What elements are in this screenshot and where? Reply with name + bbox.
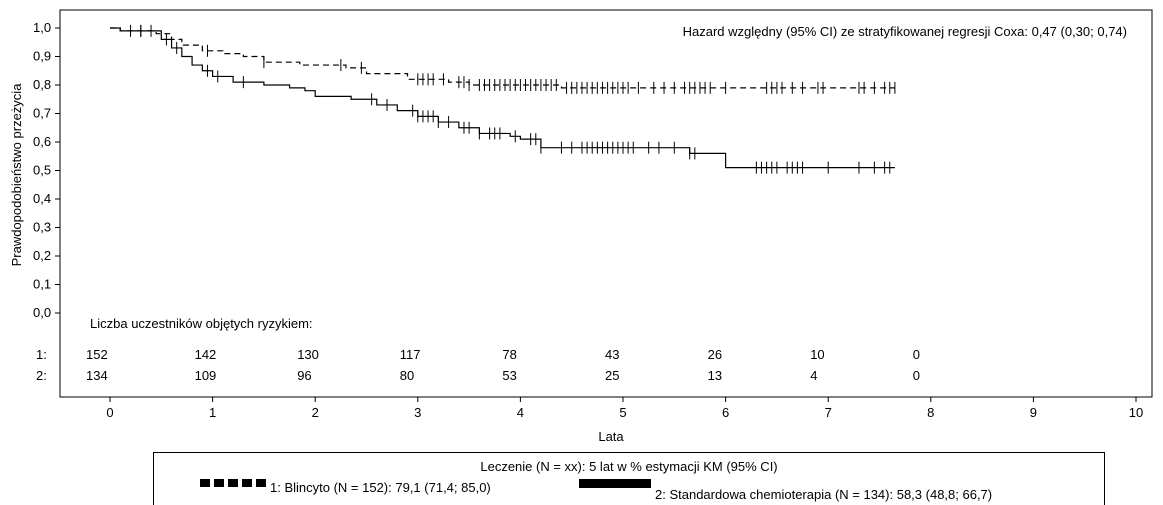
y-tick-label: 0,5 <box>33 163 51 178</box>
legend: Leczenie (N = xx): 5 lat w % estymacji K… <box>153 452 1105 505</box>
risk-count: 130 <box>297 347 319 362</box>
blincyto-survival-curve <box>110 27 895 89</box>
x-tick-label: 2 <box>312 405 319 420</box>
y-tick-label: 0,6 <box>33 134 51 149</box>
x-tick-label: 0 <box>106 405 113 420</box>
y-tick-label: 0,9 <box>33 49 51 64</box>
risk-row-label: 1: <box>36 347 47 362</box>
legend-label-chemotherapy: 2: Standardowa chemioterapia (N = 134): … <box>655 487 993 502</box>
risk-count: 142 <box>195 347 217 362</box>
risk-count: 117 <box>400 347 421 362</box>
survival-chart: 0,0 0,1 0,2 0,3 0,4 0,5 0,6 0,7 0,8 0,9 1,0 0 1 2 3 4 5 6… <box>9 9 1153 444</box>
risk-count: 109 <box>195 368 217 383</box>
y-axis-label: Prawdopodobieństwo przeżycia <box>9 83 24 267</box>
dashed-line-swatch <box>200 479 266 487</box>
x-tick-label: 6 <box>722 405 729 420</box>
legend-label-blincyto: 1: Blincyto (N = 152): 79,1 (71,4; 85,0) <box>270 480 491 495</box>
risk-count: 96 <box>297 368 311 383</box>
y-tick-label: 0,1 <box>33 277 51 292</box>
x-tick-label: 7 <box>825 405 832 420</box>
risk-count: 13 <box>708 368 722 383</box>
y-tick-label: 0,3 <box>33 220 51 235</box>
hazard-ratio-annotation: Hazard względny (95% CI) ze stratyfikowa… <box>683 24 1127 39</box>
x-tick-label: 5 <box>619 405 626 420</box>
x-tick-label: 8 <box>927 405 934 420</box>
y-tick-label: 0,7 <box>33 106 51 121</box>
y-tick-label: 0,4 <box>33 191 51 206</box>
x-tick-label: 1 <box>209 405 216 420</box>
risk-count: 152 <box>86 347 108 362</box>
solid-line-swatch <box>579 479 651 488</box>
x-tick-label: 9 <box>1030 405 1037 420</box>
risk-count: 10 <box>810 347 824 362</box>
risk-count: 25 <box>605 368 619 383</box>
legend-item-blincyto: 1: Blincyto (N = 152): 79,1 (71,4; 85,0) <box>200 479 491 495</box>
y-tick-label: 0,0 <box>33 305 51 320</box>
risk-table-title: Liczba uczestników objętych ryzykiem: <box>90 316 313 331</box>
risk-row-label: 2: <box>36 368 47 383</box>
y-tick-label: 0,2 <box>33 248 51 263</box>
x-axis-label: Lata <box>598 429 624 444</box>
y-tick-label: 0,8 <box>33 77 51 92</box>
risk-count: 0 <box>913 347 920 362</box>
risk-count: 134 <box>86 368 108 383</box>
risk-count: 4 <box>810 368 817 383</box>
chemotherapy-survival-curve <box>110 27 895 169</box>
y-tick-label: 1,0 <box>33 20 51 35</box>
plot-frame <box>59 9 1153 398</box>
legend-title: Leczenie (N = xx): 5 lat w % estymacji K… <box>480 459 778 474</box>
risk-count: 78 <box>502 347 516 362</box>
risk-count: 0 <box>913 368 920 383</box>
legend-item-chemotherapy: 2: Standardowa chemioterapia (N = 134): … <box>579 479 992 502</box>
risk-count: 26 <box>708 347 722 362</box>
x-tick-label: 3 <box>414 405 421 420</box>
x-tick-label: 10 <box>1129 405 1143 420</box>
risk-count: 43 <box>605 347 619 362</box>
risk-count: 80 <box>400 368 414 383</box>
risk-count: 53 <box>502 368 516 383</box>
x-tick-label: 4 <box>517 405 524 420</box>
